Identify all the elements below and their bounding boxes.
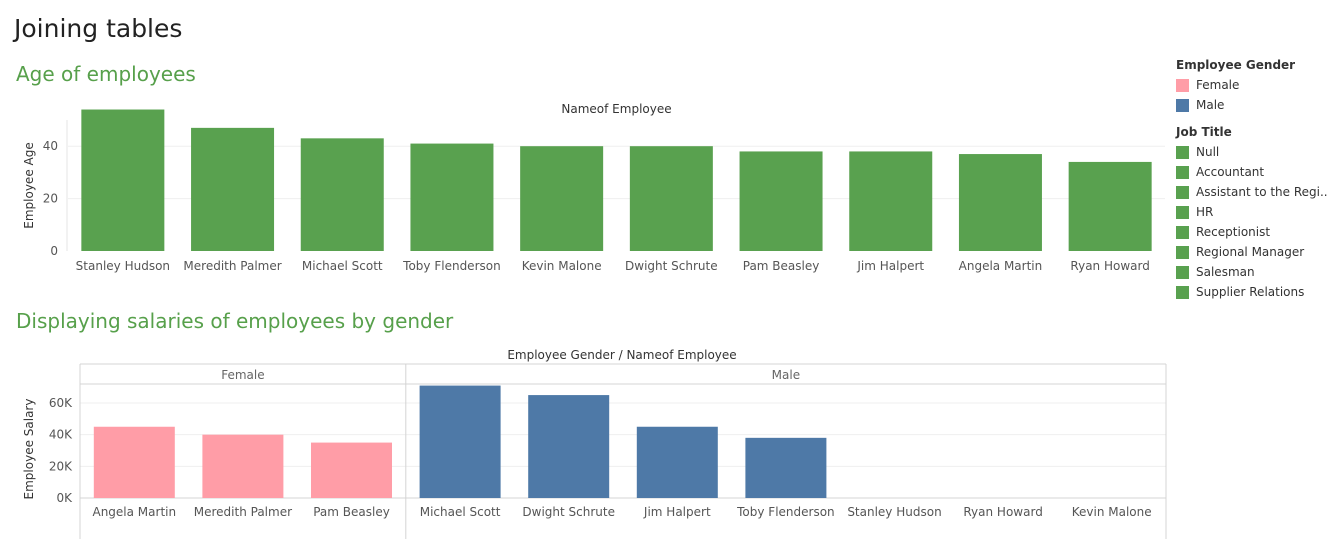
job-title-legend-title: Job Title [1176, 125, 1232, 139]
x-tick-label: Ryan Howard [963, 505, 1042, 519]
y-tick-label: 60K [49, 396, 73, 410]
gender-legend-title: Employee Gender [1176, 58, 1296, 72]
legend-label: Regional Manager [1196, 245, 1305, 259]
x-tick-label: Dwight Schrute [625, 259, 718, 273]
bar-age [191, 127, 275, 251]
legend-label: Supplier Relations [1196, 285, 1305, 299]
legend-item[interactable]: HR [1176, 202, 1328, 222]
legend-label: Null [1196, 145, 1220, 159]
legend-swatch [1176, 285, 1189, 299]
y-tick-label: 20K [49, 459, 73, 473]
x-tick-label: Meredith Palmer [183, 259, 281, 273]
salary-bar-chart: Employee Gender / Nameof Employee Employe… [22, 348, 1167, 539]
age-bar-chart: Nameof Employee Employee Age 0 20 40 Stanley … [22, 102, 1165, 273]
dashboard-title: Joining tables [14, 14, 183, 43]
x-tick-label: Ryan Howard [1070, 259, 1149, 273]
legend-swatch [1176, 185, 1189, 199]
legend-item[interactable]: Assistant to the Regi.. [1176, 182, 1328, 202]
bar-salary [528, 395, 610, 498]
y-tick-label: 0 [50, 244, 58, 258]
bar-age [410, 143, 494, 251]
x-tick-label: Pam Beasley [313, 505, 390, 519]
bar-age [81, 109, 165, 252]
x-tick-label: Toby Flenderson [402, 259, 501, 273]
age-chart-title: Age of employees [16, 62, 196, 86]
bar-salary [202, 434, 284, 498]
x-tick-label: Toby Flenderson [736, 505, 835, 519]
y-tick-label: 0K [56, 491, 73, 505]
job-title-legend: Job Title Null Accountant Assistant to the… [1176, 125, 1328, 302]
x-tick-label: Kevin Malone [1072, 505, 1152, 519]
legend-label: Receptionist [1196, 225, 1271, 239]
group-header-female: Female [221, 368, 264, 382]
gender-legend: Employee Gender Female Male [1176, 58, 1295, 115]
x-tick-label: Pam Beasley [743, 259, 820, 273]
x-tick-label: Angela Martin [959, 259, 1043, 273]
x-tick-label: Stanley Hudson [847, 505, 941, 519]
bar-salary [93, 426, 175, 498]
legend-swatch [1176, 98, 1189, 112]
bar-salary [419, 385, 501, 498]
legend-label: HR [1196, 205, 1214, 219]
bar-age [849, 151, 933, 251]
x-axis-title: Employee Gender / Nameof Employee [507, 348, 736, 362]
legend-item[interactable]: Null [1176, 142, 1328, 162]
legend-swatch [1176, 145, 1189, 159]
legend-item[interactable]: Male [1176, 95, 1295, 115]
x-tick-label: Meredith Palmer [194, 505, 292, 519]
bar-age [739, 151, 823, 251]
legend-swatch [1176, 205, 1189, 219]
legend-item[interactable]: Accountant [1176, 162, 1328, 182]
legend-label: Salesman [1196, 265, 1255, 279]
legend-swatch [1176, 78, 1189, 92]
legend-item[interactable]: Supplier Relations [1176, 282, 1328, 302]
x-axis-title: Nameof Employee [561, 102, 671, 116]
group-header-male: Male [772, 368, 800, 382]
x-tick-label: Michael Scott [302, 259, 383, 273]
x-tick-label: Michael Scott [420, 505, 501, 519]
bar-age [520, 146, 604, 251]
x-tick-label: Angela Martin [92, 505, 176, 519]
bar-salary [311, 442, 392, 498]
bar-salary [636, 426, 718, 498]
legend-item[interactable]: Regional Manager [1176, 242, 1328, 262]
legend-label: Male [1196, 98, 1225, 112]
legend-item[interactable]: Salesman [1176, 262, 1328, 282]
legend-item[interactable]: Receptionist [1176, 222, 1328, 242]
bar-age [629, 146, 713, 251]
y-tick-label: 40K [49, 428, 73, 442]
x-tick-label: Dwight Schrute [522, 505, 615, 519]
bar-age [1068, 161, 1152, 251]
legend-swatch [1176, 225, 1189, 239]
legend-label: Female [1196, 78, 1240, 92]
bar-age [958, 154, 1042, 251]
bar-salary [745, 437, 827, 498]
x-tick-label: Kevin Malone [522, 259, 602, 273]
x-tick-label: Jim Halpert [643, 505, 711, 519]
x-tick-label: Stanley Hudson [76, 259, 170, 273]
legend-swatch [1176, 265, 1189, 279]
salary-chart-title: Displaying salaries of employees by gend… [16, 309, 454, 333]
x-tick-label: Jim Halpert [856, 259, 924, 273]
y-axis-title: Employee Salary [22, 399, 36, 500]
legend-label: Assistant to the Regi.. [1196, 185, 1328, 199]
legend-label: Accountant [1196, 165, 1265, 179]
y-tick-label: 20 [43, 192, 58, 206]
legend-item[interactable]: Female [1176, 75, 1295, 95]
y-axis-title: Employee Age [22, 142, 36, 228]
legend-swatch [1176, 165, 1189, 179]
y-tick-label: 40 [43, 139, 58, 153]
bar-age [300, 138, 384, 251]
legend-swatch [1176, 245, 1189, 259]
